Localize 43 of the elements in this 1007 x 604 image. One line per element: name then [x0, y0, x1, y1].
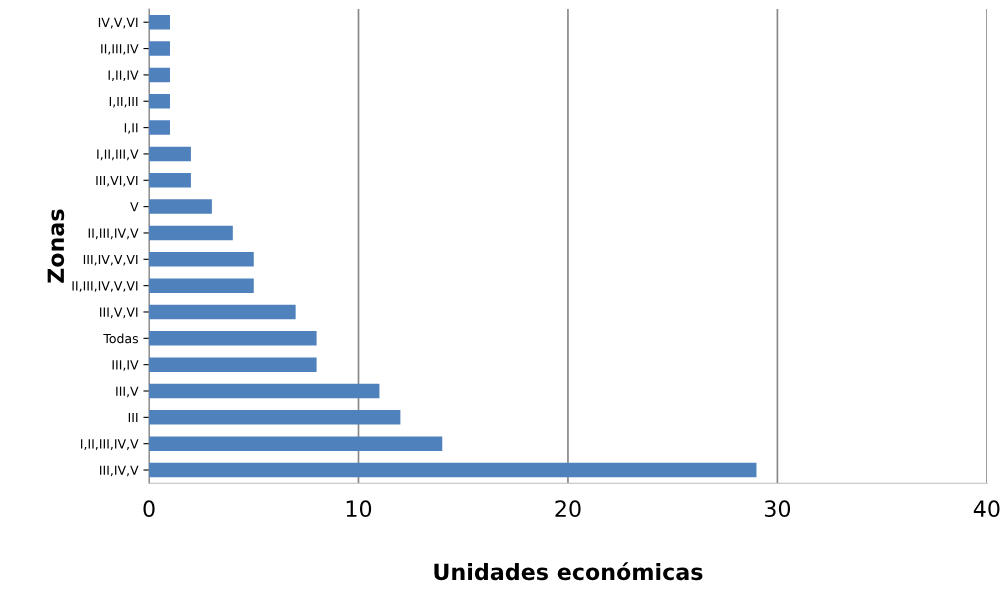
x-tick-label: 10: [346, 500, 372, 518]
y-tick-label: I,II,III,IV,V: [81, 439, 139, 450]
bar: [149, 331, 317, 346]
x-tick-label: 40: [973, 500, 1000, 518]
bar: [149, 278, 254, 293]
bar: [149, 146, 191, 162]
y-tick-label: I,II,III,V: [97, 149, 139, 161]
bar: [149, 304, 296, 320]
bar: [149, 436, 443, 451]
y-tick-label: Todas: [103, 333, 139, 344]
bar: [149, 383, 380, 399]
y-axis-title: Zonas: [47, 209, 65, 283]
y-tick-label: II,III,IV: [101, 44, 139, 55]
bar: [149, 199, 212, 214]
y-tick-label: III,VI,VI: [96, 175, 138, 187]
y-tick-label: III: [128, 412, 138, 423]
bar: [149, 94, 170, 109]
bar: [149, 252, 254, 267]
y-tick-label: I,II,III: [109, 96, 138, 108]
bar: [149, 357, 317, 372]
bar: [149, 173, 191, 188]
y-tick-label: III,IV,V,VI: [83, 254, 138, 266]
x-tick-label: 20: [555, 500, 581, 518]
y-tick-label: III,V,VI: [100, 307, 138, 319]
y-tick-label: III,IV,V: [100, 465, 139, 477]
y-tick-label: I,II: [124, 123, 138, 134]
y-tick-label: II,III,IV,V: [88, 228, 139, 240]
x-tick-label: 30: [764, 500, 791, 518]
bar: [149, 462, 757, 478]
y-tick-label: III,IV: [112, 360, 139, 371]
y-tick-label: IV,V,VI: [98, 17, 138, 29]
y-tick-label: II,III,IV,V,VI: [72, 281, 138, 292]
bar: [149, 14, 170, 30]
bar: [149, 410, 401, 425]
x-axis-title: Unidades económicas: [434, 562, 703, 581]
y-tick-label: III,V: [116, 386, 139, 398]
bar: [149, 120, 170, 135]
y-tick-label: I,II,IV: [108, 70, 139, 82]
bar: [149, 41, 170, 56]
bar: [149, 67, 170, 83]
bar: [149, 225, 233, 241]
x-tick-label: 0: [143, 500, 155, 518]
y-tick-label: V: [130, 202, 139, 212]
